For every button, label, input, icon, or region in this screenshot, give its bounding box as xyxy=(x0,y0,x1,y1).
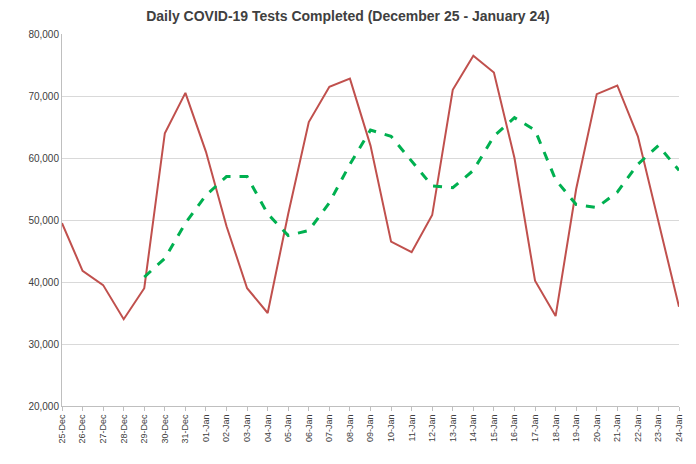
svg-text:03-Jan: 03-Jan xyxy=(242,415,252,443)
svg-text:07-Jan: 07-Jan xyxy=(324,415,334,443)
svg-text:04-Jan: 04-Jan xyxy=(263,415,273,443)
svg-text:Daily COVID-19 Tests Completed: Daily COVID-19 Tests Completed (December… xyxy=(146,8,550,24)
svg-text:12-Jan: 12-Jan xyxy=(427,415,437,443)
svg-text:17-Jan: 17-Jan xyxy=(530,415,540,443)
svg-text:28-Dec: 28-Dec xyxy=(119,414,129,444)
svg-text:05-Jan: 05-Jan xyxy=(283,415,293,443)
svg-text:24-Jan: 24-Jan xyxy=(674,415,684,443)
svg-text:15-Jan: 15-Jan xyxy=(489,415,499,443)
svg-text:19-Jan: 19-Jan xyxy=(571,415,581,443)
svg-text:09-Jan: 09-Jan xyxy=(365,415,375,443)
svg-text:20,000: 20,000 xyxy=(28,401,59,412)
svg-text:11-Jan: 11-Jan xyxy=(407,415,417,442)
svg-text:30-Dec: 30-Dec xyxy=(160,414,170,444)
svg-text:60,000: 60,000 xyxy=(28,153,59,164)
svg-text:40,000: 40,000 xyxy=(28,277,59,288)
svg-text:18-Jan: 18-Jan xyxy=(551,415,561,443)
svg-text:10-Jan: 10-Jan xyxy=(386,415,396,443)
svg-text:13-Jan: 13-Jan xyxy=(448,415,458,443)
svg-text:08-Jan: 08-Jan xyxy=(345,415,355,443)
svg-text:80,000: 80,000 xyxy=(28,29,59,40)
svg-text:25-Dec: 25-Dec xyxy=(57,414,67,444)
svg-text:27-Dec: 27-Dec xyxy=(98,414,108,444)
svg-text:26-Dec: 26-Dec xyxy=(77,414,87,444)
svg-text:70,000: 70,000 xyxy=(28,91,59,102)
svg-text:01-Jan: 01-Jan xyxy=(201,415,211,443)
svg-text:06-Jan: 06-Jan xyxy=(304,415,314,443)
svg-text:29-Dec: 29-Dec xyxy=(139,414,149,444)
svg-text:14-Jan: 14-Jan xyxy=(468,415,478,443)
svg-text:30,000: 30,000 xyxy=(28,339,59,350)
svg-text:23-Jan: 23-Jan xyxy=(653,415,663,443)
svg-text:02-Jan: 02-Jan xyxy=(221,415,231,443)
svg-text:50,000: 50,000 xyxy=(28,215,59,226)
svg-text:21-Jan: 21-Jan xyxy=(612,415,622,443)
svg-text:16-Jan: 16-Jan xyxy=(509,415,519,443)
svg-text:22-Jan: 22-Jan xyxy=(633,415,643,443)
svg-text:31-Dec: 31-Dec xyxy=(180,414,190,444)
svg-text:20-Jan: 20-Jan xyxy=(592,415,602,443)
